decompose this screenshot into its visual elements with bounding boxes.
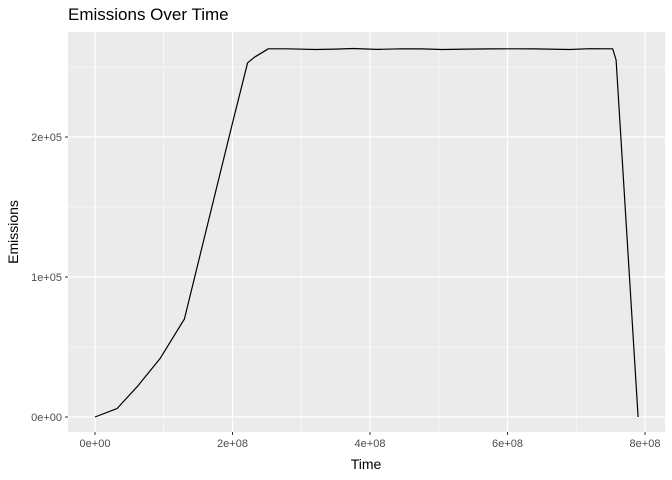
chart-title: Emissions Over Time	[68, 5, 229, 24]
plot-panel	[68, 32, 665, 432]
x-axis-title: Time	[351, 456, 382, 472]
y-axis-ticks: 0e+00 1e+05 2e+05	[31, 132, 68, 424]
x-axis-ticks: 0e+00 2e+08 4e+08 6e+08 8e+08	[80, 432, 661, 450]
major-grid	[68, 32, 665, 432]
emissions-series-line	[94, 47, 639, 418]
x-tick-label: 4e+08	[355, 438, 386, 450]
x-tick-label: 0e+00	[80, 438, 111, 450]
y-tick-label: 1e+05	[31, 272, 62, 284]
y-tick-label: 2e+05	[31, 132, 62, 144]
x-tick-label: 2e+08	[217, 438, 248, 450]
y-axis-title: Emissions	[5, 200, 21, 264]
y-tick-label: 0e+00	[31, 412, 62, 424]
x-tick-label: 8e+08	[630, 438, 661, 450]
x-tick-label: 6e+08	[492, 438, 523, 450]
